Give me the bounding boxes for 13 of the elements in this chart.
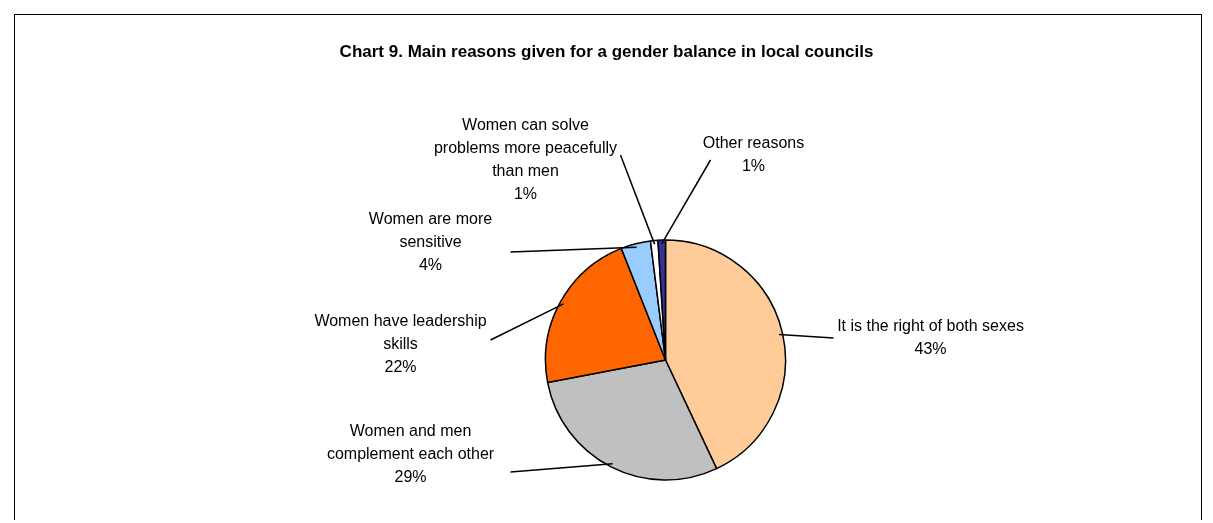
- data-label: 1%: [741, 156, 766, 174]
- chart-title: Chart 9. Main reasons given for a gender balance in local councils: [338, 42, 875, 62]
- data-label: 22%: [384, 358, 417, 376]
- slice-label: Women and men complement each other: [326, 422, 495, 463]
- slice-label: It is the right of both sexes: [837, 316, 1024, 334]
- data-label: 43%: [914, 339, 947, 357]
- slice-label: Other reasons: [702, 133, 805, 151]
- data-label: 1%: [513, 184, 538, 202]
- data-label: 4%: [418, 256, 443, 274]
- slice-label: Women can solve problems more peacefully than men: [433, 115, 618, 179]
- slice-label: Women are more sensitive: [368, 210, 493, 251]
- slice-label: Women have leadership skills: [314, 312, 487, 353]
- data-label: 29%: [394, 468, 427, 486]
